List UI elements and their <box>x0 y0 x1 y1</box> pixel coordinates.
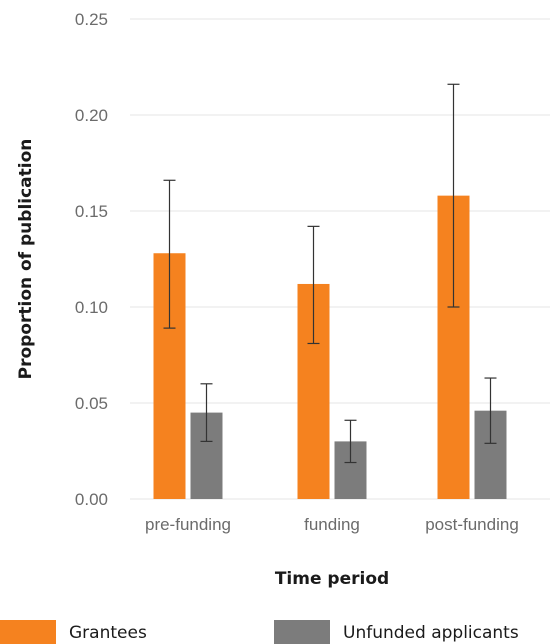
error-bar-unfunded-funding <box>344 419 357 464</box>
legend-swatch-unfunded <box>274 620 330 644</box>
error-bar-unfunded-post-funding <box>484 377 497 444</box>
y-tick-label: 0.00 <box>75 490 108 509</box>
y-tick-label: 0.20 <box>75 106 108 125</box>
error-bar-unfunded-pre-funding <box>200 383 213 442</box>
y-tick-label: 0.25 <box>75 10 108 29</box>
legend-label-grantees: Grantees <box>69 623 147 643</box>
legend: Grantees Unfunded applicants <box>0 620 519 644</box>
x-axis-categories: pre-funding funding post-funding <box>145 515 519 534</box>
y-axis-ticks: 0.00 0.05 0.10 0.15 0.20 0.25 <box>75 10 108 509</box>
error-bars <box>163 83 497 464</box>
y-tick-label: 0.10 <box>75 298 108 317</box>
legend-label-unfunded: Unfunded applicants <box>343 623 519 643</box>
y-axis-title: Proportion of publication <box>16 139 36 380</box>
x-category-label: funding <box>304 515 360 534</box>
bars <box>153 195 507 499</box>
error-bar-grantees-post-funding <box>447 83 460 308</box>
legend-swatch-grantees <box>0 620 56 644</box>
x-category-label: post-funding <box>425 515 519 534</box>
y-tick-label: 0.15 <box>75 202 108 221</box>
y-tick-label: 0.05 <box>75 394 108 413</box>
error-bar-grantees-funding <box>307 225 320 345</box>
x-category-label: pre-funding <box>145 515 231 534</box>
x-axis-title: Time period <box>275 569 389 589</box>
error-bar-grantees-pre-funding <box>163 179 176 329</box>
